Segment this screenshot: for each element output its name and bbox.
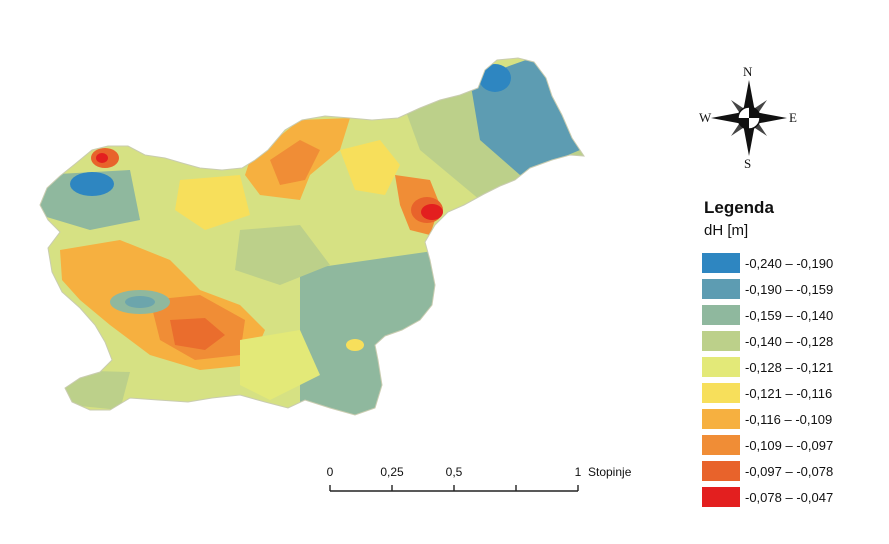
scale-unit-label: Stopinje — [588, 465, 632, 479]
legend-label: -0,121 – -0,116 — [745, 385, 833, 401]
legend-swatch — [702, 253, 740, 273]
legend-label: -0,097 – -0,078 — [745, 463, 834, 479]
legend-item: -0,078 – -0,047 — [702, 484, 833, 510]
legend-swatch — [702, 279, 740, 299]
legend-label: -0,128 – -0,121 — [745, 359, 834, 375]
scale-bar — [329, 485, 579, 492]
scale-tick-1: 0,25 — [380, 465, 404, 479]
legend-item: -0,116 – -0,109 — [702, 406, 833, 432]
compass-east-label: E — [789, 110, 797, 125]
legend-swatch — [702, 357, 740, 377]
legend-item: -0,140 – -0,128 — [702, 328, 833, 354]
legend-item: -0,097 – -0,078 — [702, 458, 833, 484]
legend-swatch — [702, 409, 740, 429]
legend-item: -0,240 – -0,190 — [702, 250, 833, 276]
legend-label: -0,078 – -0,047 — [745, 489, 834, 505]
legend-swatch — [702, 435, 740, 455]
legend-item: -0,109 – -0,097 — [702, 432, 833, 458]
legend-item: -0,128 – -0,121 — [702, 354, 833, 380]
legend-swatch — [702, 487, 740, 507]
legend-item: -0,190 – -0,159 — [702, 276, 833, 302]
legend-label: -0,109 – -0,097 — [745, 437, 834, 453]
scale-tick-0: 0 — [326, 465, 334, 479]
legend-subtitle: dH [m] — [704, 222, 749, 239]
compass-rose — [711, 80, 787, 156]
legend-swatch — [702, 461, 740, 481]
legend-label: -0,159 – -0,140 — [745, 307, 834, 323]
scale-tick-3: 1 — [574, 465, 582, 479]
legend-item: -0,159 – -0,140 — [702, 302, 833, 328]
scale-tick-2: 0,5 — [445, 465, 463, 479]
legend-label: -0,140 – -0,128 — [745, 333, 834, 349]
legend-swatch — [702, 331, 740, 351]
legend-label: -0,240 – -0,190 — [745, 255, 834, 271]
compass-north-label: N — [743, 64, 753, 79]
legend-label: -0,190 – -0,159 — [745, 281, 834, 297]
legend-title: Legenda — [704, 198, 774, 217]
compass-west-label: W — [699, 110, 712, 125]
compass-south-label: S — [744, 156, 752, 171]
legend-label: -0,116 – -0,109 — [745, 411, 833, 427]
legend-swatch — [702, 383, 740, 403]
legend: -0,240 – -0,190 -0,190 – -0,159 -0,159 – -… — [702, 250, 833, 510]
legend-item: -0,121 – -0,116 — [702, 380, 833, 406]
legend-swatch — [702, 305, 740, 325]
